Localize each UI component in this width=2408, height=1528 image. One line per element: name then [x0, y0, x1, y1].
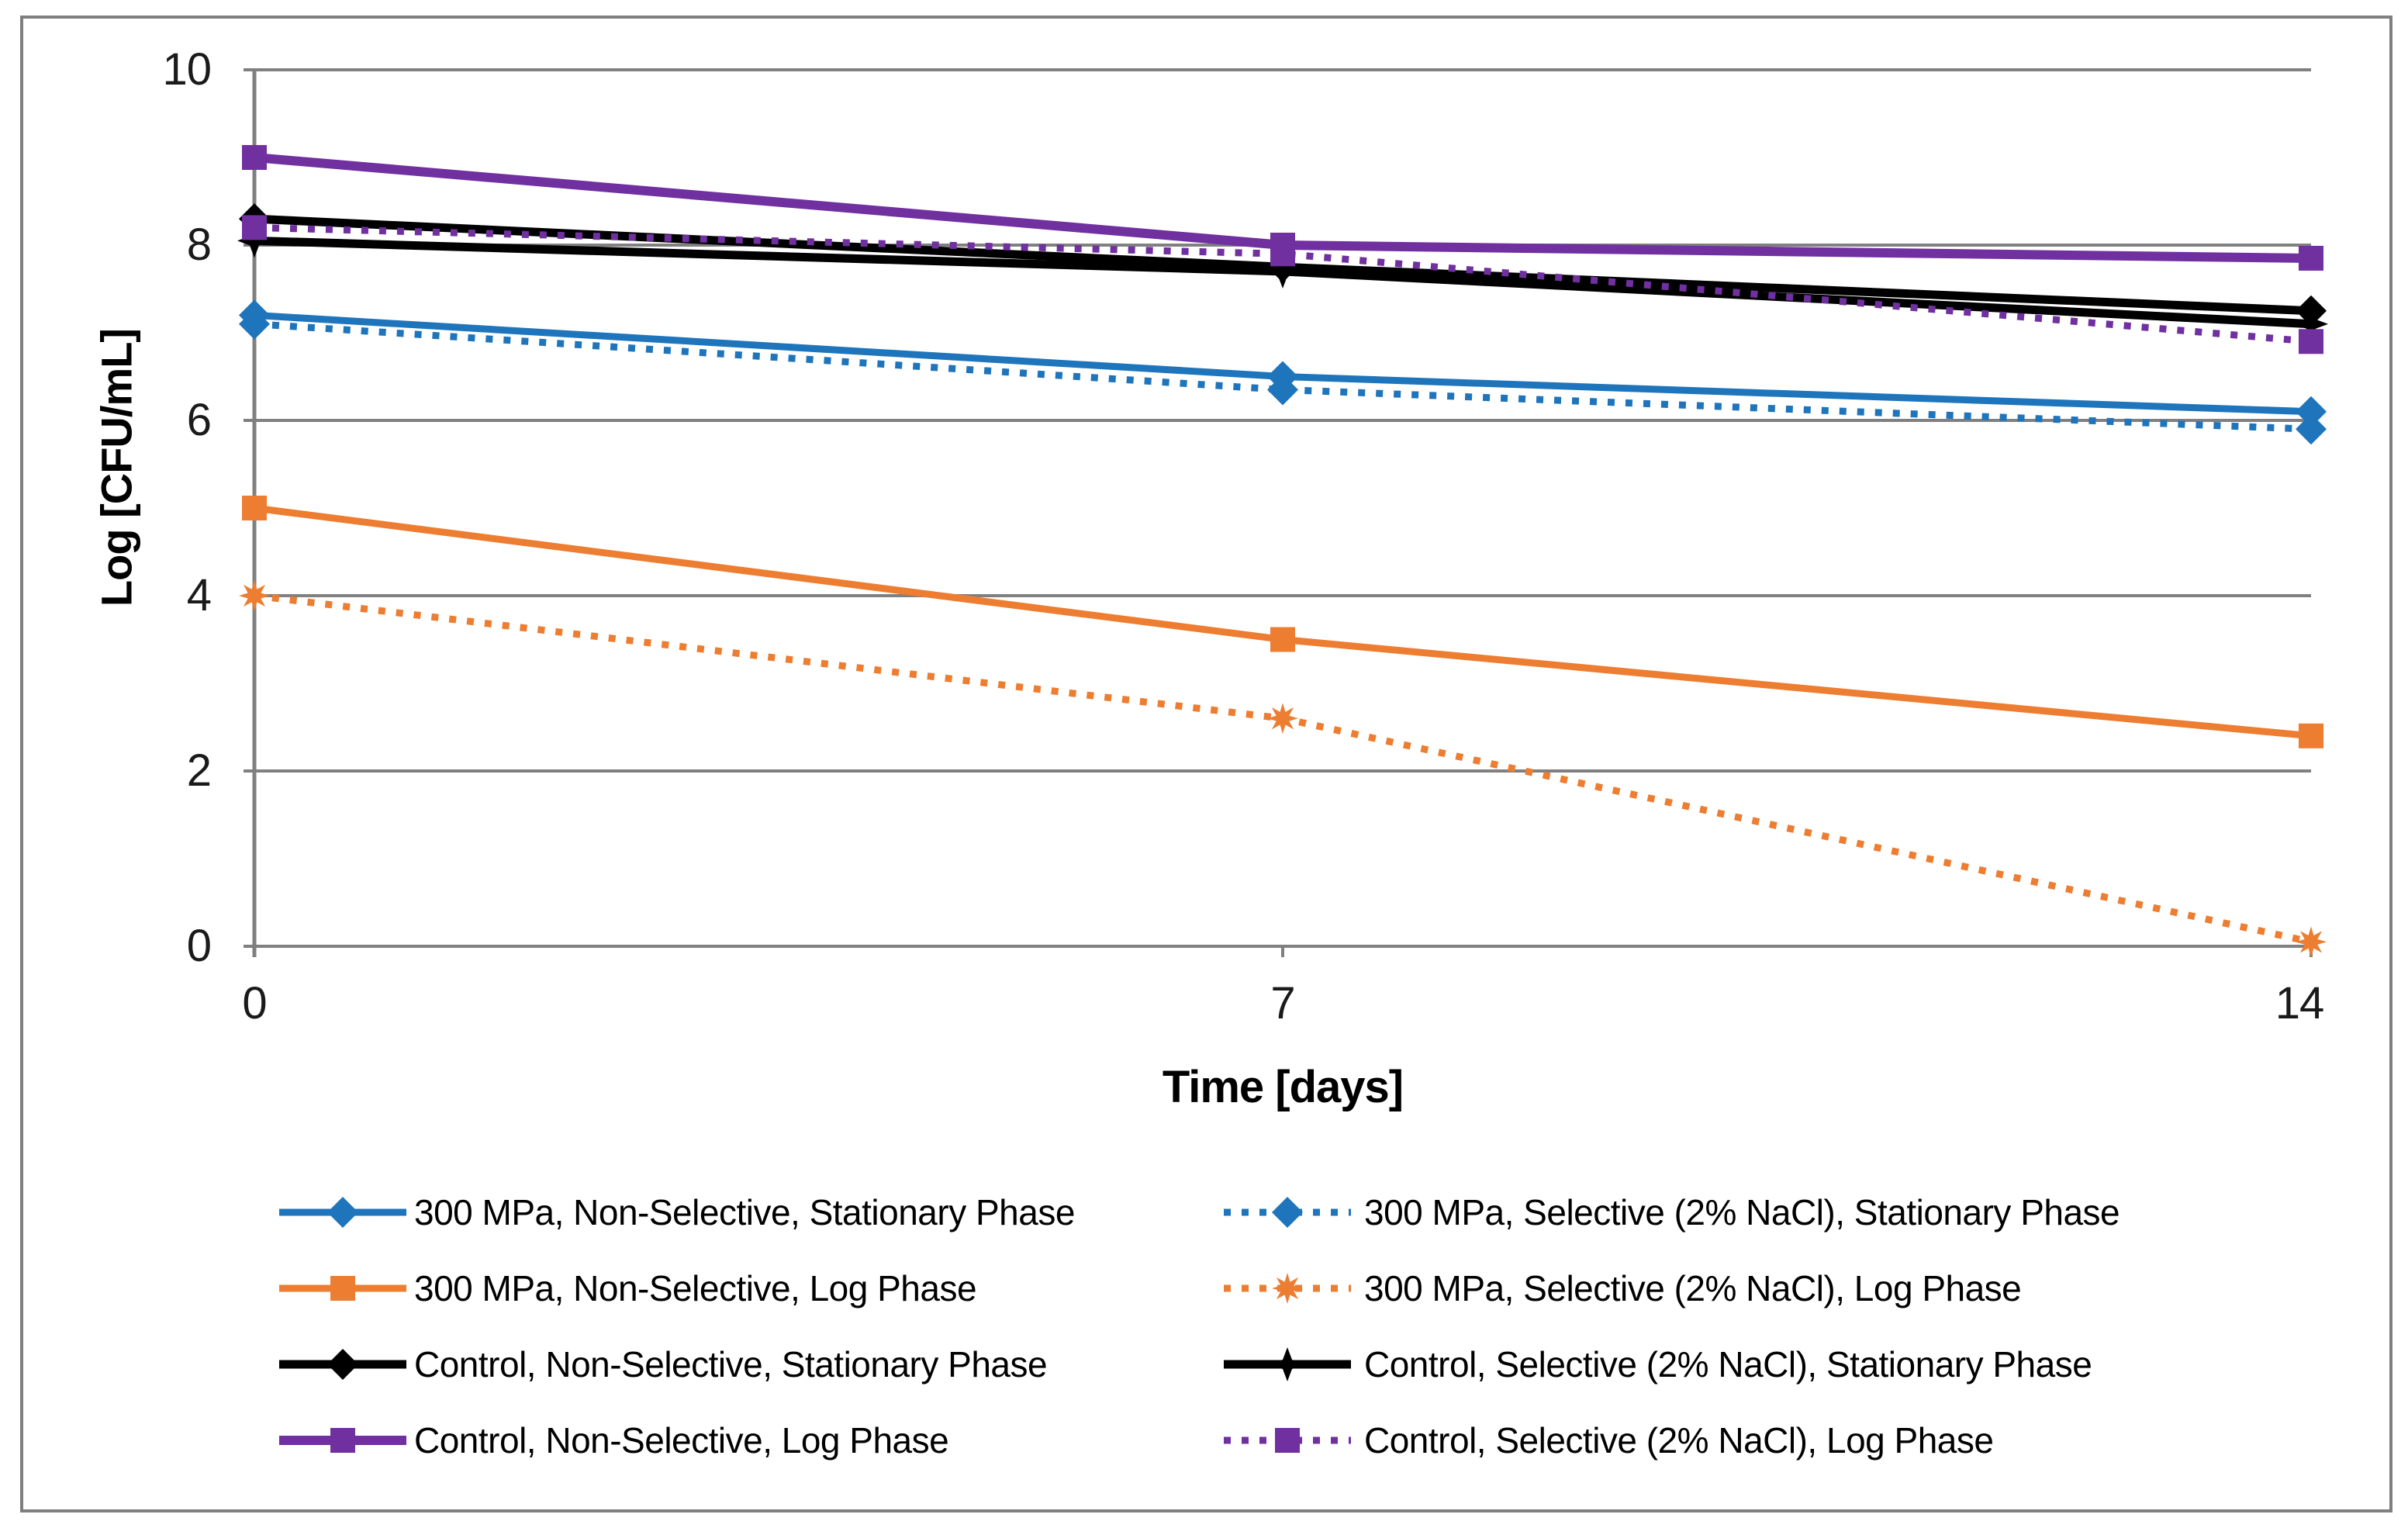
legend-sample-control-selective-2-nacl-log-phase: [1224, 1428, 1351, 1453]
series-300-mpa-selective-2-nacl-log-phase: [239, 580, 2327, 958]
legend-sample-300-mpa-selective-2-nacl-log-phase: [1224, 1273, 1351, 1304]
y-tick-label-0: 0: [186, 921, 212, 971]
series-300-mpa-non-selective-stationary-phase: [239, 299, 2327, 427]
series-control-selective-2-nacl-log-phase: [242, 215, 2323, 354]
legend-label: 300 MPa, Selective (2% NaCl), Log Phase: [1364, 1268, 2022, 1308]
legend-sample-300-mpa-non-selective-log-phase: [279, 1276, 406, 1301]
legend-sample-control-selective-2-nacl-stationary-phase: [1224, 1347, 1351, 1381]
legend-label: 300 MPa, Selective (2% NaCl), Stationary…: [1364, 1192, 2120, 1232]
legend-label: Control, Non-Selective, Log Phase: [414, 1420, 949, 1461]
legend-label: Control, Non-Selective, Stationary Phase: [414, 1344, 1048, 1385]
legend-label: 300 MPa, Non-Selective, Stationary Phase: [414, 1192, 1075, 1232]
y-tick-label-4: 4: [186, 570, 212, 621]
legend-label: 300 MPa, Non-Selective, Log Phase: [414, 1268, 977, 1308]
legend-sample-300-mpa-selective-2-nacl-stationary-phase: [1224, 1197, 1351, 1228]
series-control-selective-2-nacl-stationary-phase: [237, 223, 2328, 341]
legend-item-300-mpa-non-selective-log-phase: 300 MPa, Non-Selective, Log Phase: [0, 1264, 2408, 1313]
legend-item-300-mpa-selective-2-nacl-stationary-phase: 300 MPa, Selective (2% NaCl), Stationary…: [0, 1187, 2408, 1237]
series-300-mpa-non-selective-log-phase: [242, 496, 2323, 748]
y-tick-label-6: 6: [186, 395, 212, 445]
x-tick-label-7: 7: [1270, 978, 1295, 1028]
figure-border: [20, 16, 2392, 1512]
legend-sample-300-mpa-non-selective-stationary-phase: [279, 1197, 406, 1228]
y-tick-label-8: 8: [186, 220, 212, 270]
y-tick-label-10: 10: [162, 44, 212, 95]
legend-label: Control, Selective (2% NaCl), Stationary…: [1364, 1344, 2092, 1385]
x-axis: [253, 946, 2313, 957]
legend-sample-control-non-selective-stationary-phase: [279, 1349, 406, 1380]
legend-item-300-mpa-non-selective-stationary-phase: 300 MPa, Non-Selective, Stationary Phase: [0, 1187, 2408, 1237]
legend-item-control-selective-2-nacl-log-phase: Control, Selective (2% NaCl), Log Phase: [0, 1416, 2408, 1465]
x-tick-label-0: 0: [242, 978, 267, 1028]
y-tick-label-2: 2: [186, 745, 212, 796]
legend-item-control-selective-2-nacl-stationary-phase: Control, Selective (2% NaCl), Stationary…: [0, 1340, 2408, 1389]
x-axis-title: Time [days]: [1162, 1062, 1404, 1112]
legend-item-control-non-selective-log-phase: Control, Non-Selective, Log Phase: [0, 1416, 2408, 1465]
x-tick-label-14: 14: [2275, 978, 2325, 1028]
series-300-mpa-selective-2-nacl-stationary-phase: [239, 308, 2327, 445]
gridlines: [244, 68, 2311, 948]
legend-item-300-mpa-selective-2-nacl-log-phase: 300 MPa, Selective (2% NaCl), Log Phase: [0, 1264, 2408, 1313]
legend-label: Control, Selective (2% NaCl), Log Phase: [1364, 1420, 1994, 1461]
legend-item-control-non-selective-stationary-phase: Control, Non-Selective, Stationary Phase: [0, 1340, 2408, 1389]
legend-sample-control-non-selective-log-phase: [279, 1428, 406, 1453]
y-axis-title: Log [CFU/mL]: [92, 328, 141, 607]
